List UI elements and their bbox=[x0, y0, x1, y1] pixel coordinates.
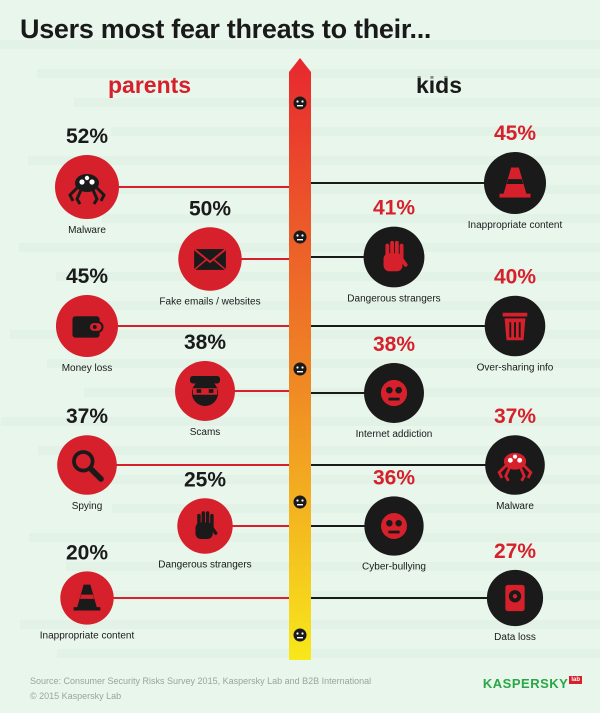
parents-percentage: 38% bbox=[184, 331, 226, 354]
parents-item: 25% Dangerous strangers bbox=[158, 468, 251, 570]
addicted-face-icon bbox=[380, 379, 408, 407]
fear-scale-bar bbox=[289, 58, 311, 660]
parents-label: Inappropriate content bbox=[40, 631, 135, 642]
magnifier-icon bbox=[72, 450, 104, 482]
kids-percentage: 45% bbox=[494, 122, 536, 145]
kids-label: Malware bbox=[496, 501, 534, 512]
wallet-icon bbox=[72, 316, 104, 338]
masked-thief-icon bbox=[190, 376, 220, 406]
kids-label: Dangerous strangers bbox=[347, 293, 440, 304]
scared-face-icon bbox=[293, 96, 307, 110]
anxious-face-icon bbox=[293, 495, 307, 509]
kids-item: 38% Internet addiction bbox=[356, 333, 433, 440]
trash-can-icon bbox=[502, 312, 528, 341]
copyright: © 2015 Kaspersky Lab bbox=[30, 691, 122, 701]
parents-percentage: 37% bbox=[66, 405, 108, 428]
kaspersky-logo: KASPERSKY lab bbox=[482, 676, 582, 691]
parents-label: Fake emails / websites bbox=[159, 297, 260, 308]
stop-hand-icon bbox=[195, 511, 218, 539]
parents-label: Scams bbox=[190, 427, 221, 438]
kids-item: 41% Dangerous strangers bbox=[347, 197, 440, 305]
kids-label: Internet addiction bbox=[356, 429, 433, 440]
parents-label: Malware bbox=[68, 225, 106, 236]
kids-item: 37% Malware bbox=[485, 405, 545, 512]
kids-label: Cyber-bullying bbox=[362, 562, 426, 573]
kids-label: Over-sharing info bbox=[477, 362, 554, 373]
infographic-title: Users most fear threats to their... bbox=[20, 14, 432, 44]
parents-percentage: 52% bbox=[66, 125, 108, 148]
kids-label: Data loss bbox=[494, 632, 536, 643]
kids-percentage: 36% bbox=[373, 466, 415, 489]
parents-label: Spying bbox=[72, 501, 103, 512]
parents-item: 45% Money loss bbox=[55, 265, 119, 374]
stop-hand-icon bbox=[383, 240, 408, 272]
worried-face-icon bbox=[293, 230, 307, 244]
hard-drive-icon bbox=[505, 584, 525, 612]
kids-item: 40% Over-sharing info bbox=[477, 266, 554, 374]
kids-item: 27% Data loss bbox=[486, 540, 544, 643]
parents-item: 52% Malware bbox=[55, 125, 119, 236]
parents-item: 38% Scams bbox=[175, 331, 235, 438]
spider-icon bbox=[68, 174, 106, 205]
parents-label: Money loss bbox=[62, 363, 113, 374]
neutral-face-icon bbox=[293, 628, 307, 642]
traffic-cone-icon bbox=[499, 167, 531, 198]
grimace-face-icon bbox=[293, 362, 307, 376]
traffic-cone-icon bbox=[73, 584, 101, 611]
parents-label: Dangerous strangers bbox=[158, 560, 251, 571]
parents-percentage: 25% bbox=[184, 468, 226, 491]
parents-item: 20% Inappropriate content bbox=[40, 541, 135, 641]
spider-icon bbox=[497, 452, 533, 482]
parents-percentage: 50% bbox=[189, 197, 231, 220]
kids-label: Inappropriate content bbox=[468, 220, 563, 231]
kids-percentage: 41% bbox=[373, 197, 415, 220]
bullied-face-icon bbox=[381, 513, 407, 539]
parents-bubble bbox=[57, 435, 117, 495]
kids-percentage: 37% bbox=[494, 405, 536, 428]
kids-percentage: 27% bbox=[494, 540, 536, 563]
kids-item: 36% Cyber-bullying bbox=[362, 466, 426, 572]
parents-item: 37% Spying bbox=[57, 405, 117, 512]
kids-percentage: 38% bbox=[373, 333, 415, 356]
parents-percentage: 45% bbox=[66, 265, 108, 288]
kids-item: 45% Inappropriate content bbox=[468, 122, 563, 231]
parents-item: 50% Fake emails / websites bbox=[159, 197, 260, 307]
parents-percentage: 20% bbox=[66, 541, 108, 564]
kids-percentage: 40% bbox=[494, 266, 536, 289]
envelope-icon bbox=[193, 248, 227, 271]
source-note: Source: Consumer Security Risks Survey 2… bbox=[30, 676, 372, 686]
